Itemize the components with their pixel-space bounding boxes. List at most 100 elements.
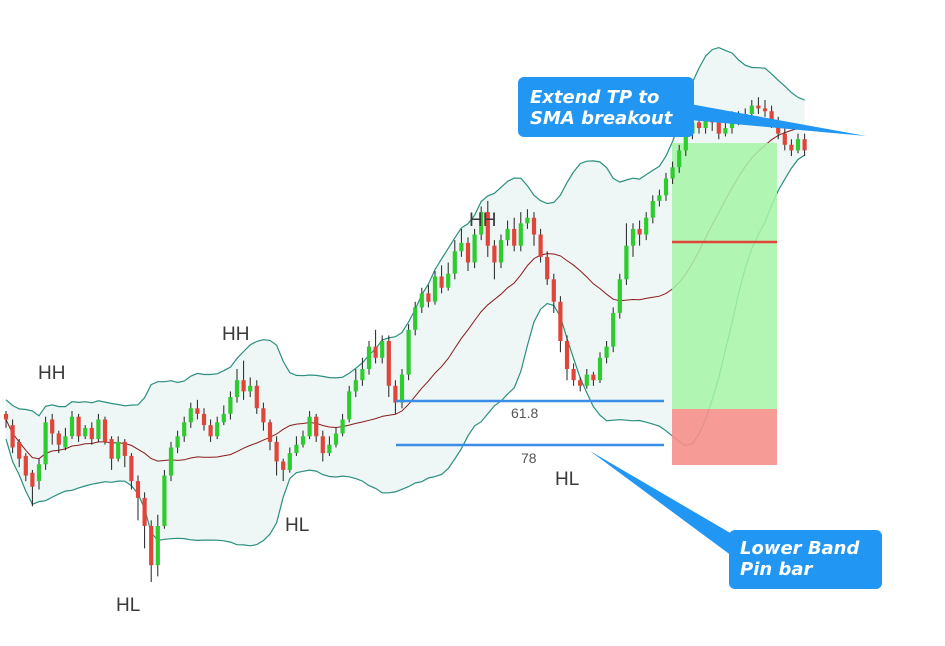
candle-body xyxy=(762,108,768,112)
bollinger-upper-band xyxy=(5,46,805,417)
callout-tp-box xyxy=(518,77,694,137)
candle-body xyxy=(749,105,754,114)
candle-body xyxy=(10,425,15,448)
candle-body xyxy=(353,380,358,392)
candle-body xyxy=(604,346,609,358)
candle-body xyxy=(802,139,807,151)
candle-body xyxy=(611,313,616,347)
candle-body xyxy=(617,279,622,313)
candle-body xyxy=(201,413,207,426)
candle-body xyxy=(241,380,246,392)
callout-tp-line-1: Extend TP to xyxy=(530,87,659,108)
candle-body xyxy=(419,293,424,308)
candle-body xyxy=(102,419,108,442)
candle-body xyxy=(446,273,451,288)
callout-tp-pointer xyxy=(690,104,866,136)
candle-body xyxy=(281,461,286,470)
candle-body xyxy=(677,150,682,168)
candle-body xyxy=(426,293,431,302)
candle-body xyxy=(716,122,721,134)
candle-body xyxy=(795,139,801,151)
candle-body xyxy=(380,341,385,358)
candle-body xyxy=(571,369,576,381)
hh-label-3: HH xyxy=(469,210,496,231)
candle-body xyxy=(670,167,675,179)
candle-body xyxy=(584,374,589,386)
candle-body xyxy=(149,526,154,566)
candle-body xyxy=(300,436,306,445)
candle-body xyxy=(644,217,649,235)
candle-body xyxy=(175,436,180,448)
candle-body xyxy=(30,472,35,487)
candle-body xyxy=(624,245,629,280)
candle-body xyxy=(208,425,213,437)
candle-body xyxy=(373,346,378,358)
candle-body xyxy=(347,391,352,420)
candle-body xyxy=(432,276,438,302)
candle-body xyxy=(135,481,141,498)
candle-body xyxy=(657,195,662,201)
candle-body xyxy=(234,380,240,397)
candle-body xyxy=(756,105,761,109)
candle-body xyxy=(3,413,9,420)
candle-body xyxy=(314,416,319,437)
candle-body xyxy=(182,422,187,437)
candle-body xyxy=(267,422,273,442)
candle-body xyxy=(663,178,669,196)
stop-loss-zone xyxy=(672,409,777,465)
candle-body xyxy=(215,422,220,437)
candle-body xyxy=(386,341,391,386)
candle-body xyxy=(89,427,94,440)
candle-body xyxy=(696,122,702,128)
candle-body xyxy=(254,385,259,409)
hh-label-1: HH xyxy=(38,363,65,384)
candle-body xyxy=(43,422,48,465)
candle-body xyxy=(142,497,147,526)
candle-body xyxy=(96,419,101,440)
fib-78-label: 78 xyxy=(521,450,537,466)
callout-tp-line-2: SMA breakout xyxy=(530,108,674,129)
callout-extend-tp: Extend TP to SMA breakout xyxy=(518,77,866,137)
candle-body xyxy=(505,228,510,241)
candle-body xyxy=(597,357,603,381)
candle-body xyxy=(294,444,299,454)
candle-body xyxy=(393,385,398,403)
candle-body xyxy=(512,228,517,246)
candle-body xyxy=(413,307,418,330)
candle-body xyxy=(518,223,523,246)
candle-body xyxy=(789,144,794,151)
candle-body xyxy=(399,374,405,403)
candle-body xyxy=(63,436,68,448)
candle-body xyxy=(683,133,688,151)
candle-body xyxy=(188,408,193,423)
candle-body xyxy=(465,242,471,263)
sma-line xyxy=(5,127,805,462)
candle-body xyxy=(17,441,22,459)
candle-body xyxy=(472,234,477,263)
callout-pin-line-2: Pin bar xyxy=(740,559,813,580)
candle-body xyxy=(274,441,279,462)
candle-body xyxy=(406,329,411,375)
candle-body xyxy=(307,416,312,437)
callout-lower-band: Lower Band Pin bar xyxy=(590,451,882,589)
candle-body xyxy=(23,455,28,476)
candle-body xyxy=(578,380,583,386)
candle-body xyxy=(109,439,114,459)
candle-body xyxy=(782,133,787,145)
candle-body xyxy=(485,212,490,246)
hl-label-1: HL xyxy=(116,595,140,616)
hl-label-3: HL xyxy=(555,469,579,490)
candle-body xyxy=(498,240,504,263)
candle-body xyxy=(221,413,226,423)
candle-body xyxy=(564,341,570,369)
candle-body xyxy=(769,111,774,123)
candle-body xyxy=(261,408,266,423)
callout-pin-pointer xyxy=(590,451,732,556)
candle-body xyxy=(551,279,556,302)
candle-body xyxy=(155,526,160,566)
candle-body xyxy=(162,475,167,526)
candle-body xyxy=(248,385,253,392)
candle-body xyxy=(650,200,655,218)
candle-body xyxy=(76,416,81,437)
candle-body xyxy=(195,408,200,414)
